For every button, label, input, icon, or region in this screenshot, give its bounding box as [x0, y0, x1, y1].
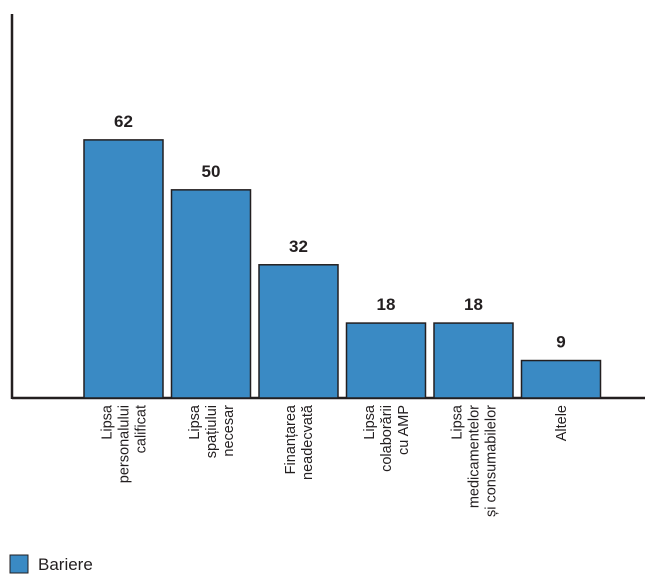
- category-label-line: și consumabilelor: [484, 405, 500, 517]
- bar: [258, 264, 339, 399]
- bar: [83, 139, 164, 399]
- data-label: 50: [202, 162, 221, 181]
- category-label-line: calificat: [134, 405, 150, 453]
- category-label-line: neadecvată: [300, 404, 316, 480]
- data-label: 9: [556, 333, 565, 352]
- category-label: Altele: [554, 405, 570, 441]
- bar-series: [83, 139, 602, 399]
- legend: Bariere: [9, 554, 93, 574]
- bar: [345, 322, 427, 399]
- category-label-line: Finanțarea: [283, 404, 299, 474]
- category-label-line: spațiului: [204, 405, 220, 458]
- category-label-line: necesar: [221, 405, 237, 457]
- category-label-line: colaborării: [379, 405, 395, 472]
- category-label-line: personalului: [117, 405, 133, 483]
- legend-label: Bariere: [38, 555, 93, 574]
- data-label: 18: [377, 295, 396, 314]
- category-label: Finanțarea neadecvată: [283, 404, 316, 480]
- data-label: 32: [289, 237, 308, 256]
- data-label: 62: [114, 112, 133, 131]
- category-label: Lipsa personalului calificat: [100, 404, 150, 483]
- legend-swatch: [9, 554, 29, 574]
- category-label: Lipsa medicamentelor și consumabilelor: [450, 404, 500, 517]
- category-label-line: Lipsa: [187, 404, 203, 440]
- category-label-line: cu AMP: [396, 405, 412, 455]
- bar: [520, 359, 602, 399]
- category-label: Lipsa colaborării cu AMP: [362, 404, 412, 472]
- category-label: Lipsa spațiului necesar: [187, 404, 237, 458]
- category-label-line: Lipsa: [362, 404, 378, 440]
- category-label-line: Altele: [554, 405, 570, 441]
- bar: [170, 189, 252, 399]
- category-label-line: Lipsa: [100, 404, 116, 440]
- data-label: 18: [464, 295, 483, 314]
- bar: [433, 322, 514, 399]
- category-label-line: Lipsa: [450, 404, 466, 440]
- category-label-line: medicamentelor: [467, 405, 483, 508]
- category-labels: Lipsa personalului calificat Lipsa spațiului…: [100, 404, 571, 517]
- data-labels: 62 50 32 18 18 9: [114, 112, 566, 352]
